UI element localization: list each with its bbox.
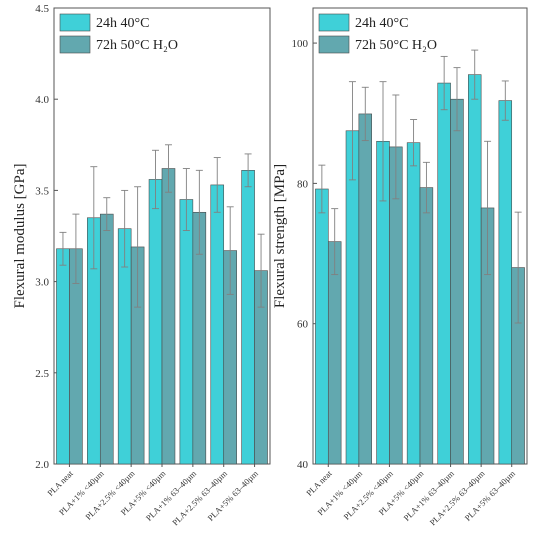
bar-series-a (241, 170, 255, 465)
legend-swatch (318, 35, 350, 54)
legend-label: 24h 40°C (96, 16, 149, 31)
bar-series-b (419, 187, 434, 465)
y-tick-label: 100 (292, 38, 309, 50)
bar-series-a (406, 142, 421, 465)
legend-label: 72h 50°C H₂O (96, 38, 178, 53)
y-tick-label: 4.5 (35, 3, 49, 15)
bar-series-b (99, 213, 114, 465)
bar-series-a (210, 184, 225, 465)
category-label: PLA neat (304, 468, 334, 498)
category-label: PLA neat (45, 468, 75, 498)
bar-series-b (161, 168, 176, 465)
flexural-strength-panel: 40 60 80 100 Flexural strength [MPa] PLA neat… (272, 7, 528, 527)
legend-label: 24h 40°C (355, 16, 408, 31)
bar-series-a (498, 100, 513, 465)
y-tick-label: 40 (297, 459, 309, 471)
flexural-modulus-panel: 2.0 2.5 3.0 3.5 4.0 4.5 Flexural modulus [GPa]… (12, 3, 271, 527)
y-tick-label: 3.5 (35, 185, 49, 197)
legend-label: 72h 50°C H₂O (355, 38, 437, 53)
y-axis-title: Flexural modulus [GPa] (12, 164, 28, 309)
legend-swatch (59, 13, 91, 32)
bar-series-a (179, 199, 194, 465)
y-tick-label: 2.0 (35, 459, 49, 471)
category-label: PLA+2.5% 63–40µm (428, 468, 487, 527)
bar-series-a (345, 130, 360, 465)
legend: 24h 40°C 72h 50°C H₂O (318, 13, 437, 54)
legend: 24h 40°C 72h 50°C H₂O (59, 13, 178, 54)
bar-series-a (56, 248, 70, 465)
y-tick-label: 2.5 (35, 368, 49, 380)
y-axis-title: Flexural strength [MPa] (272, 164, 288, 308)
category-label: PLA+2.5% 63–40µm (170, 468, 229, 527)
bar-series-a (315, 188, 329, 465)
bar-series-b (358, 113, 372, 465)
bar-series-a (148, 179, 163, 465)
y-tick-label: 3.0 (35, 277, 49, 289)
legend-swatch (59, 35, 91, 54)
y-tick-label: 60 (297, 319, 309, 331)
bar-series-b (450, 98, 464, 465)
y-tick-label: 80 (297, 178, 309, 190)
legend-swatch (318, 13, 350, 32)
y-tick-label: 4.0 (35, 94, 49, 106)
bar-series-a (437, 82, 451, 465)
bar-series-a (468, 74, 482, 465)
